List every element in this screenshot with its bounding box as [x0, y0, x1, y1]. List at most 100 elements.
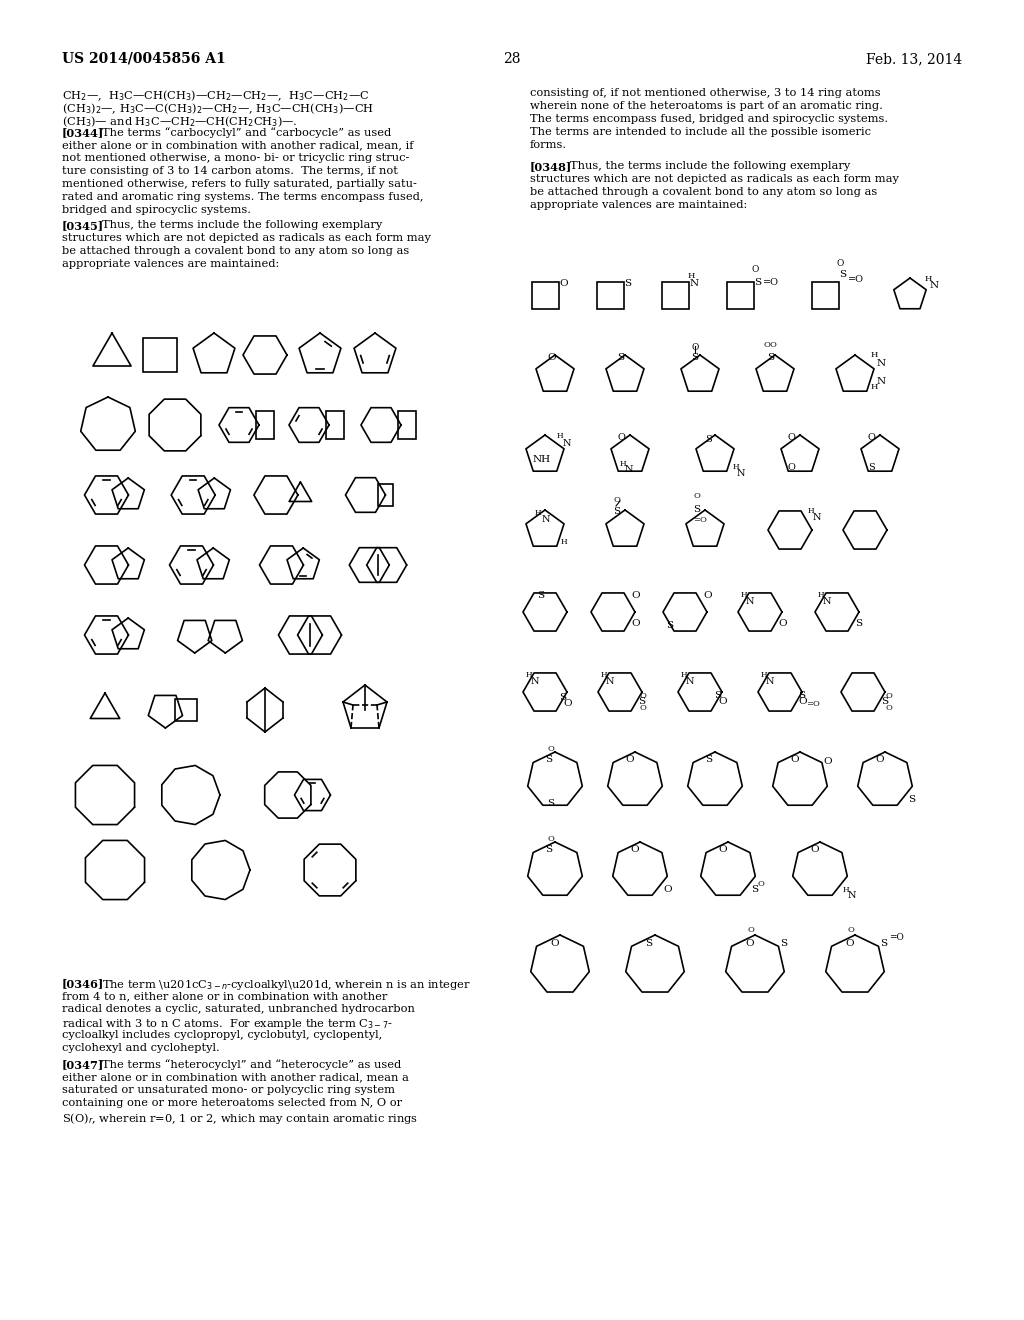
Text: not mentioned otherwise, a mono- bi- or tricyclic ring struc-: not mentioned otherwise, a mono- bi- or …: [62, 153, 410, 162]
Text: O: O: [618, 433, 626, 442]
Text: [0346]: [0346]: [62, 978, 104, 989]
Text: The terms “carbocyclyl” and “carbocycle” as used: The terms “carbocyclyl” and “carbocycle”…: [102, 127, 391, 137]
Text: O: O: [693, 492, 699, 500]
Text: structures which are not depicted as radicals as each form may: structures which are not depicted as rad…: [530, 174, 899, 183]
Text: N: N: [813, 513, 821, 523]
Text: S: S: [705, 436, 712, 445]
Text: O: O: [631, 619, 640, 628]
Text: [0344]: [0344]: [62, 127, 104, 139]
Text: appropriate valences are maintained:: appropriate valences are maintained:: [62, 259, 280, 269]
Text: O: O: [625, 755, 634, 764]
Text: H: H: [601, 671, 607, 678]
Text: either alone or in combination with another radical, mean, if: either alone or in combination with anot…: [62, 140, 414, 150]
Text: O: O: [718, 846, 727, 854]
Text: S: S: [780, 939, 787, 948]
Text: The terms are intended to include all the possible isomeric: The terms are intended to include all th…: [530, 127, 871, 137]
Text: consisting of, if not mentioned otherwise, 3 to 14 ring atoms: consisting of, if not mentioned otherwis…: [530, 88, 881, 98]
Text: H: H: [681, 671, 688, 678]
Text: (CH$_3$)— and H$_3$C—CH$_2$—CH(CH$_2$CH$_3$)—.: (CH$_3$)— and H$_3$C—CH$_2$—CH(CH$_2$CH$…: [62, 114, 298, 128]
Text: radical denotes a cyclic, saturated, unbranched hydrocarbon: radical denotes a cyclic, saturated, unb…: [62, 1005, 415, 1014]
Text: H: H: [557, 432, 563, 440]
Text: H: H: [925, 275, 933, 282]
Bar: [143, 338, 177, 372]
Text: S: S: [625, 279, 632, 288]
Text: H: H: [808, 507, 815, 515]
Text: [0348]: [0348]: [530, 161, 572, 172]
Text: O: O: [718, 697, 727, 706]
Bar: [327, 411, 344, 440]
Text: S: S: [855, 619, 862, 628]
Text: H: H: [535, 510, 542, 517]
Text: O: O: [788, 462, 796, 471]
Text: from 4 to n, either alone or in combination with another: from 4 to n, either alone or in combinat…: [62, 991, 387, 1001]
Text: [0345]: [0345]: [62, 220, 104, 231]
Text: S: S: [617, 354, 624, 363]
Text: S: S: [545, 846, 552, 854]
Text: The terms encompass fused, bridged and spirocyclic systems.: The terms encompass fused, bridged and s…: [530, 114, 888, 124]
Text: O: O: [778, 619, 786, 628]
Bar: [811, 281, 839, 309]
Text: either alone or in combination with another radical, mean a: either alone or in combination with anot…: [62, 1072, 409, 1082]
Text: H: H: [843, 886, 850, 894]
Text: N: N: [686, 677, 694, 686]
Text: N: N: [689, 279, 698, 288]
Text: saturated or unsaturated mono- or polycyclic ring system: saturated or unsaturated mono- or polycy…: [62, 1085, 395, 1096]
Text: N: N: [563, 438, 571, 447]
Text: O: O: [563, 700, 571, 709]
Text: S: S: [714, 692, 721, 701]
Text: ture consisting of 3 to 14 carbon atoms.  The terms, if not: ture consisting of 3 to 14 carbon atoms.…: [62, 166, 398, 176]
Text: O: O: [810, 846, 818, 854]
Text: O: O: [886, 692, 893, 700]
Text: S: S: [881, 697, 888, 706]
Text: S: S: [798, 690, 805, 700]
Text: O: O: [847, 927, 854, 935]
Text: O: O: [640, 704, 647, 711]
Text: N: N: [848, 891, 856, 900]
Text: H: H: [871, 351, 879, 359]
Text: cycloalkyl includes cyclopropyl, cyclobutyl, cyclopentyl,: cycloalkyl includes cyclopropyl, cyclobu…: [62, 1030, 382, 1040]
Text: S(O)$_r$, wherein r=0, 1 or 2, which may contain aromatic rings: S(O)$_r$, wherein r=0, 1 or 2, which may…: [62, 1111, 418, 1126]
Bar: [531, 281, 558, 309]
Text: O: O: [823, 758, 831, 767]
Text: O: O: [845, 939, 854, 948]
Text: N: N: [930, 281, 939, 289]
Text: The term \u201cC$_{3-n}$-cycloalkyl\u201d, wherein n is an integer: The term \u201cC$_{3-n}$-cycloalkyl\u201…: [102, 978, 471, 993]
Bar: [726, 281, 754, 309]
Bar: [597, 281, 624, 309]
Bar: [256, 411, 274, 440]
Text: S: S: [767, 352, 774, 362]
Text: S: S: [666, 620, 673, 630]
Text: Thus, the terms include the following exemplary: Thus, the terms include the following ex…: [570, 161, 850, 172]
Text: US 2014/0045856 A1: US 2014/0045856 A1: [62, 51, 225, 66]
Text: O: O: [746, 927, 754, 935]
Text: =O: =O: [889, 933, 904, 942]
Text: O: O: [703, 590, 712, 599]
Text: H: H: [561, 539, 567, 546]
Text: O: O: [798, 697, 807, 706]
Text: S: S: [908, 796, 915, 804]
Text: O: O: [630, 846, 639, 854]
Text: S: S: [868, 462, 874, 471]
Text: N: N: [823, 598, 831, 606]
Text: S: S: [547, 799, 554, 808]
Text: O: O: [868, 433, 876, 442]
Text: N: N: [531, 677, 540, 686]
Text: [0347]: [0347]: [62, 1059, 104, 1071]
Bar: [662, 281, 688, 309]
Text: The terms “heterocyclyl” and “heterocycle” as used: The terms “heterocyclyl” and “heterocycl…: [102, 1059, 401, 1069]
Text: O: O: [559, 279, 568, 288]
Text: O: O: [663, 886, 672, 895]
Text: H: H: [761, 671, 768, 678]
Text: S: S: [638, 697, 645, 706]
Text: N: N: [737, 469, 745, 478]
Text: forms.: forms.: [530, 140, 567, 150]
Text: O: O: [837, 259, 844, 268]
Text: CH$_2$—,  H$_3$C—CH(CH$_3$)—CH$_2$—CH$_2$—,  H$_3$C—CH$_2$—C: CH$_2$—, H$_3$C—CH(CH$_3$)—CH$_2$—CH$_2$…: [62, 88, 370, 103]
Text: rated and aromatic ring systems. The terms encompass fused,: rated and aromatic ring systems. The ter…: [62, 191, 424, 202]
Text: O: O: [770, 341, 777, 348]
Text: O: O: [757, 880, 764, 888]
Bar: [378, 484, 392, 506]
Text: structures which are not depicted as radicals as each form may: structures which are not depicted as rad…: [62, 234, 431, 243]
Text: Thus, the terms include the following exemplary: Thus, the terms include the following ex…: [102, 220, 382, 230]
Text: N: N: [877, 359, 886, 367]
